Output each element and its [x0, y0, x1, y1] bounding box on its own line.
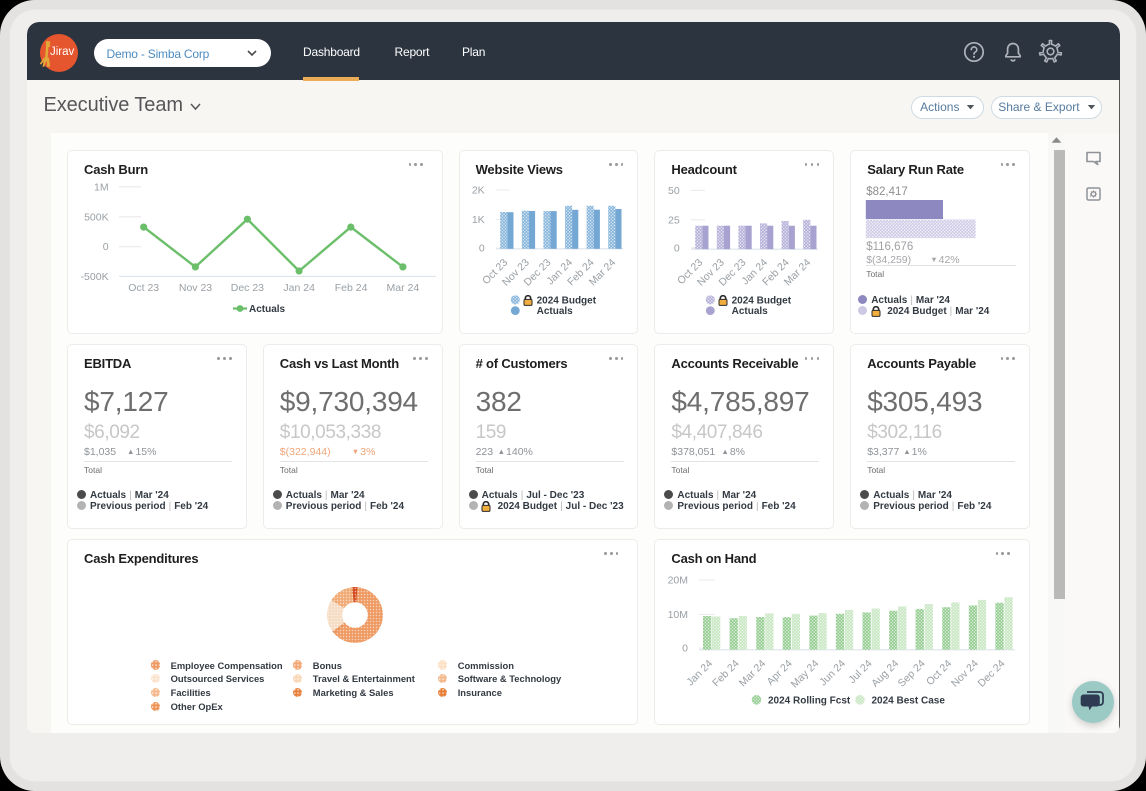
svg-text:20M: 20M	[668, 575, 688, 587]
svg-text:Nov 23: Nov 23	[179, 282, 212, 294]
svg-text:500K: 500K	[84, 211, 109, 223]
svg-text:2024 Budget: 2024 Budget	[536, 296, 596, 307]
svg-text:Oct 23: Oct 23	[128, 282, 159, 294]
svg-text:1K: 1K	[471, 214, 484, 226]
svg-text:May 24: May 24	[789, 658, 822, 691]
svg-text:Actuals: Actuals	[536, 306, 573, 317]
svg-text:Dec 24: Dec 24	[976, 658, 1008, 690]
svg-text:2K: 2K	[471, 185, 484, 197]
svg-text:Nov 24: Nov 24	[949, 658, 981, 690]
svg-text:Dec 23: Dec 23	[231, 282, 264, 294]
svg-text:Jun 24: Jun 24	[818, 658, 849, 689]
svg-text:Actuals: Actuals	[732, 306, 769, 317]
svg-text:Jan 24: Jan 24	[283, 282, 315, 294]
svg-text:0: 0	[683, 643, 689, 655]
svg-text:1M: 1M	[94, 182, 109, 194]
svg-text:Mar 24: Mar 24	[737, 658, 769, 690]
svg-text:-500K: -500K	[81, 271, 109, 283]
svg-text:10M: 10M	[668, 609, 688, 621]
svg-text:2024 Rolling Fcst: 2024 Rolling Fcst	[768, 696, 851, 707]
svg-text:Sep 24: Sep 24	[896, 658, 928, 690]
svg-text:Feb 24: Feb 24	[711, 658, 743, 690]
svg-text:Aug 24: Aug 24	[870, 658, 902, 690]
svg-text:2024 Best Case: 2024 Best Case	[872, 696, 946, 707]
svg-text:0: 0	[674, 242, 680, 254]
svg-text:Mar 24: Mar 24	[387, 282, 420, 294]
svg-text:2024 Budget: 2024 Budget	[732, 296, 792, 307]
svg-text:Actuals: Actuals	[249, 304, 286, 315]
svg-text:Jan 24: Jan 24	[685, 658, 716, 689]
svg-text:50: 50	[668, 185, 680, 197]
svg-text:0: 0	[478, 243, 484, 255]
svg-text:0: 0	[103, 241, 109, 253]
svg-text:25: 25	[668, 214, 680, 226]
svg-text:Feb 24: Feb 24	[335, 282, 368, 294]
